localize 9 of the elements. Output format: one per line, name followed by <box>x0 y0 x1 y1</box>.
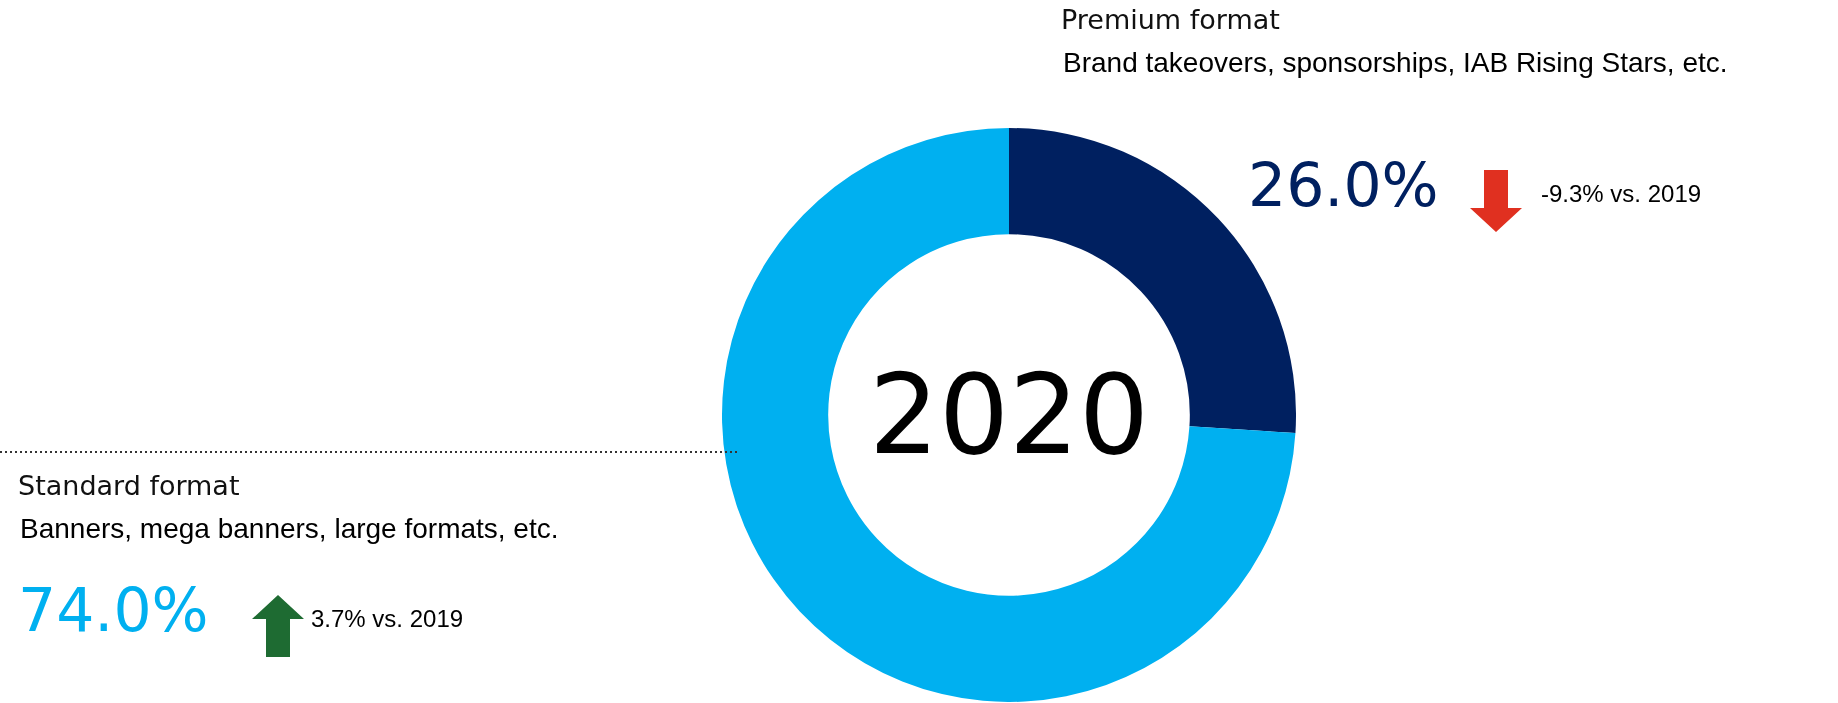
data-label: 26.0% <box>1248 150 1439 220</box>
text: 3.7% vs. 2019 <box>311 605 464 633</box>
slice-label: Premium format <box>1061 4 1280 35</box>
text: Banners, mega banners, large formats, etc. <box>20 513 559 545</box>
text: Brand takeovers, sponsorships, IAB Rising Stars, etc. <box>1063 47 1728 79</box>
text: 74.0% <box>18 575 209 645</box>
slice-label: Standard format <box>18 470 240 501</box>
text: 2020 <box>869 351 1149 479</box>
text: -9.3% vs. 2019 <box>1541 180 1702 208</box>
